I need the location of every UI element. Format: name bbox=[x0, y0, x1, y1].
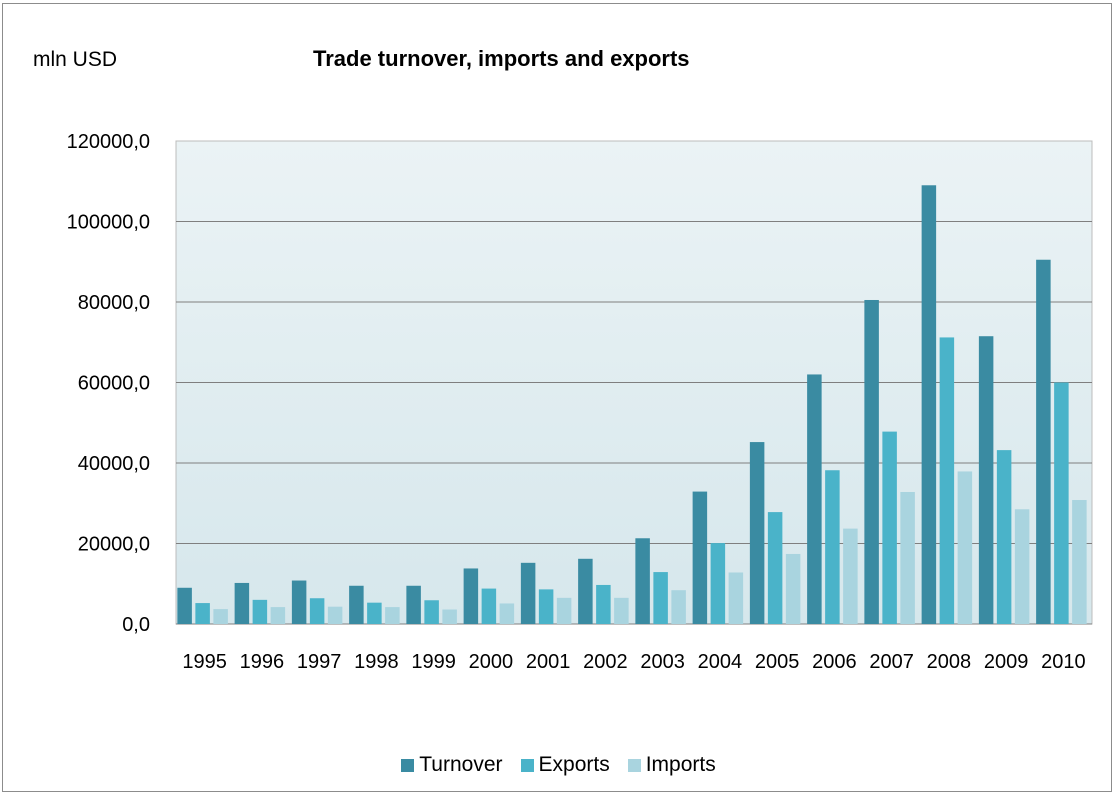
bar-turnover-2001 bbox=[520, 562, 536, 624]
x-tick-label: 1998 bbox=[354, 651, 399, 673]
x-tick-label: 2008 bbox=[927, 651, 972, 673]
bar-exports-1999 bbox=[424, 600, 439, 624]
x-tick-label: 2002 bbox=[583, 651, 628, 673]
bar-turnover-1996 bbox=[234, 582, 250, 624]
bar-imports-2000 bbox=[499, 603, 515, 624]
legend-label: Exports bbox=[538, 753, 610, 776]
legend: Turnover Exports Imports bbox=[0, 750, 1117, 780]
bar-imports-1995 bbox=[213, 609, 228, 624]
bar-exports-1996 bbox=[252, 599, 268, 624]
bar-imports-2003 bbox=[671, 590, 686, 624]
bar-exports-2003 bbox=[653, 572, 668, 624]
x-tick-label: 2004 bbox=[698, 651, 743, 673]
bar-exports-2004 bbox=[710, 543, 726, 624]
bar-exports-2000 bbox=[481, 588, 497, 624]
bar-imports-1996 bbox=[270, 607, 286, 624]
y-tick-label: 100000,0 bbox=[67, 212, 150, 234]
bar-exports-2001 bbox=[538, 589, 554, 624]
legend-item-turnover: Turnover bbox=[401, 753, 503, 777]
bar-exports-1998 bbox=[367, 602, 382, 624]
y-tick-label: 40000,0 bbox=[78, 453, 150, 475]
x-tick-label: 2003 bbox=[640, 651, 685, 673]
bar-turnover-2004 bbox=[692, 491, 708, 624]
x-tick-label: 2001 bbox=[526, 651, 571, 673]
y-tick-label: 20000,0 bbox=[78, 534, 150, 556]
bar-turnover-2007 bbox=[864, 299, 879, 624]
x-axis-ticks: 1995 1996 1997 1998 1999 2000 2001 2002 2003 2004… bbox=[182, 651, 1085, 673]
x-tick-label: 2010 bbox=[1041, 651, 1086, 673]
bar-turnover-2009 bbox=[978, 336, 994, 624]
bar-imports-1997 bbox=[327, 606, 343, 624]
bar-turnover-1998 bbox=[349, 585, 364, 624]
bar-imports-2005 bbox=[785, 553, 801, 624]
bar-imports-2004 bbox=[728, 572, 744, 624]
legend-label: Imports bbox=[645, 753, 716, 776]
bar-turnover-2000 bbox=[463, 568, 479, 624]
x-tick-label: 2007 bbox=[869, 651, 914, 673]
bar-imports-2002 bbox=[614, 597, 629, 624]
legend-item-exports: Exports bbox=[520, 753, 610, 777]
bar-exports-2005 bbox=[767, 512, 783, 624]
bars bbox=[177, 185, 1087, 624]
y-tick-label: 0,0 bbox=[122, 614, 150, 636]
bar-imports-2009 bbox=[1014, 509, 1030, 624]
bar-imports-2010 bbox=[1072, 500, 1087, 624]
bar-turnover-2008 bbox=[921, 185, 937, 624]
bar-turnover-2006 bbox=[807, 374, 822, 624]
x-tick-label: 2000 bbox=[469, 651, 514, 673]
bar-turnover-2003 bbox=[635, 538, 650, 624]
bar-turnover-2010 bbox=[1036, 259, 1051, 624]
bar-exports-1995 bbox=[195, 603, 210, 624]
bar-imports-1999 bbox=[442, 609, 457, 624]
gridlines bbox=[176, 221, 1092, 625]
bar-imports-2006 bbox=[843, 528, 858, 624]
bar-turnover-1997 bbox=[291, 580, 307, 624]
x-tick-label: 2006 bbox=[812, 651, 857, 673]
bar-exports-2006 bbox=[825, 470, 840, 624]
bar-exports-2008 bbox=[939, 337, 955, 624]
y-tick-label: 120000,0 bbox=[67, 131, 150, 153]
legend-swatch bbox=[520, 758, 534, 772]
y-tick-label: 60000,0 bbox=[78, 373, 150, 395]
bar-exports-2007 bbox=[882, 431, 897, 624]
x-tick-label: 1996 bbox=[240, 651, 285, 673]
x-tick-label: 2005 bbox=[755, 651, 800, 673]
bar-turnover-1995 bbox=[177, 587, 192, 624]
x-tick-label: 1999 bbox=[411, 651, 456, 673]
y-tick-label: 80000,0 bbox=[78, 292, 150, 314]
bar-turnover-2002 bbox=[578, 558, 593, 624]
legend-swatch bbox=[627, 758, 641, 772]
bar-turnover-2005 bbox=[749, 442, 765, 624]
bar-imports-2001 bbox=[556, 597, 572, 624]
legend-swatch bbox=[401, 758, 415, 772]
bar-exports-2009 bbox=[996, 450, 1012, 624]
bar-imports-1998 bbox=[385, 607, 400, 624]
y-unit-label: mln USD bbox=[33, 48, 118, 71]
x-tick-label: 1995 bbox=[182, 651, 227, 673]
x-tick-label: 1997 bbox=[297, 651, 342, 673]
y-axis-ticks: 0,0 20000,0 40000,0 60000,0 80000,0 100000,0 1… bbox=[67, 131, 150, 636]
chart-title: Trade turnover, imports and exports bbox=[313, 46, 690, 71]
legend-label: Turnover bbox=[419, 753, 503, 776]
bar-exports-1997 bbox=[309, 598, 325, 624]
bar-imports-2007 bbox=[900, 491, 915, 624]
legend-item-imports: Imports bbox=[627, 753, 716, 777]
bar-imports-2008 bbox=[957, 471, 973, 624]
bar-turnover-1999 bbox=[406, 585, 421, 624]
bar-exports-2002 bbox=[596, 584, 611, 624]
bar-exports-2010 bbox=[1054, 382, 1069, 624]
x-tick-label: 2009 bbox=[984, 651, 1029, 673]
